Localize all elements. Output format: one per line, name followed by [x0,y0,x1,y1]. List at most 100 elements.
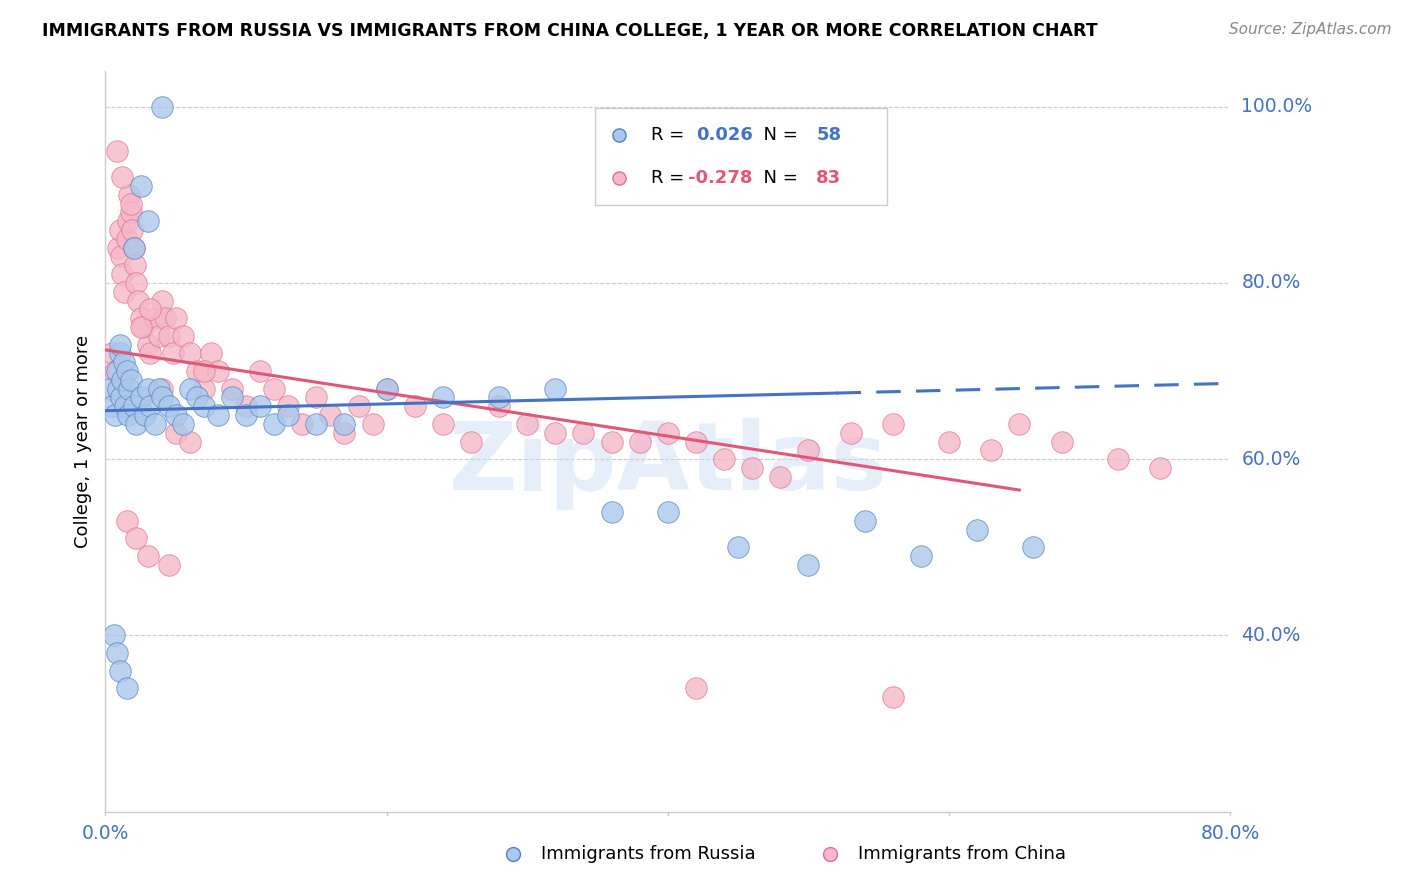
Point [657,425,679,440]
Point [221,382,243,396]
Text: 60.0%: 60.0% [1241,450,1301,468]
Point [129,391,152,405]
Point [741,461,763,475]
Point [333,417,356,431]
Point [193,364,215,378]
Point [121,223,143,237]
Point [139,399,162,413]
Point [148,382,170,396]
Point [111,373,134,387]
Point [143,417,166,431]
Point [107,241,129,255]
Point [544,382,567,396]
Point [769,470,792,484]
Point [600,505,623,519]
Point [291,417,314,431]
Text: Immigrants from China: Immigrants from China [858,845,1066,863]
Point [165,311,187,326]
Point [143,311,166,326]
Point [727,541,749,555]
Point [139,346,162,360]
Point [150,293,173,308]
Point [502,847,524,861]
Point [122,399,145,413]
Point [162,346,184,360]
Point [153,311,176,326]
Text: N =: N = [752,127,804,145]
Point [105,364,128,378]
Point [136,382,159,396]
Point [129,178,152,193]
Point [179,434,201,449]
Text: ZipAtlas: ZipAtlas [449,417,887,509]
Text: 40.0%: 40.0% [1241,626,1301,645]
Point [120,196,142,211]
Point [108,337,131,351]
Text: 80.0%: 80.0% [1241,273,1301,293]
Point [112,285,135,299]
Point [910,549,932,563]
Point [112,355,135,369]
Point [193,382,215,396]
Y-axis label: College, 1 year or more: College, 1 year or more [73,335,91,548]
Point [114,399,136,413]
Point [157,328,180,343]
Point [432,417,454,431]
Point [600,434,623,449]
Point [107,382,129,396]
Point [1107,452,1129,467]
Text: Source: ZipAtlas.com: Source: ZipAtlas.com [1229,22,1392,37]
Point [179,382,201,396]
Point [172,328,194,343]
Point [101,346,124,360]
Point [115,514,138,528]
FancyBboxPatch shape [595,109,887,204]
Point [361,417,384,431]
Point [118,187,141,202]
Point [685,681,707,696]
Point [200,346,222,360]
Point [186,391,208,405]
Point [98,382,121,396]
Point [263,382,285,396]
Point [1008,417,1031,431]
Point [136,337,159,351]
Point [460,434,482,449]
Point [136,214,159,228]
Point [129,320,152,334]
Text: IMMIGRANTS FROM RUSSIA VS IMMIGRANTS FROM CHINA COLLEGE, 1 YEAR OR MORE CORRELAT: IMMIGRANTS FROM RUSSIA VS IMMIGRANTS FRO… [42,22,1098,40]
Point [193,399,215,413]
Point [263,417,285,431]
Point [980,443,1002,458]
Point [122,241,145,255]
Point [966,523,988,537]
Point [120,205,142,219]
Point [108,346,131,360]
Point [404,399,426,413]
Text: R =: R = [651,169,690,186]
Point [221,391,243,405]
Point [118,382,141,396]
Text: 80.0%: 80.0% [1201,824,1260,844]
Point [122,241,145,255]
Point [657,505,679,519]
Point [105,646,128,660]
Text: 0.026: 0.026 [696,127,752,145]
Text: 0.0%: 0.0% [82,824,129,844]
Point [115,232,138,246]
Point [685,434,707,449]
Point [172,417,194,431]
Point [117,214,139,228]
Point [157,399,180,413]
Point [839,425,862,440]
Point [150,100,173,114]
Point [150,391,173,405]
Point [207,408,229,422]
Point [108,664,131,678]
Point [882,417,904,431]
Point [139,302,162,317]
Point [516,417,538,431]
Point [207,364,229,378]
Point [235,408,257,422]
Point [488,399,510,413]
